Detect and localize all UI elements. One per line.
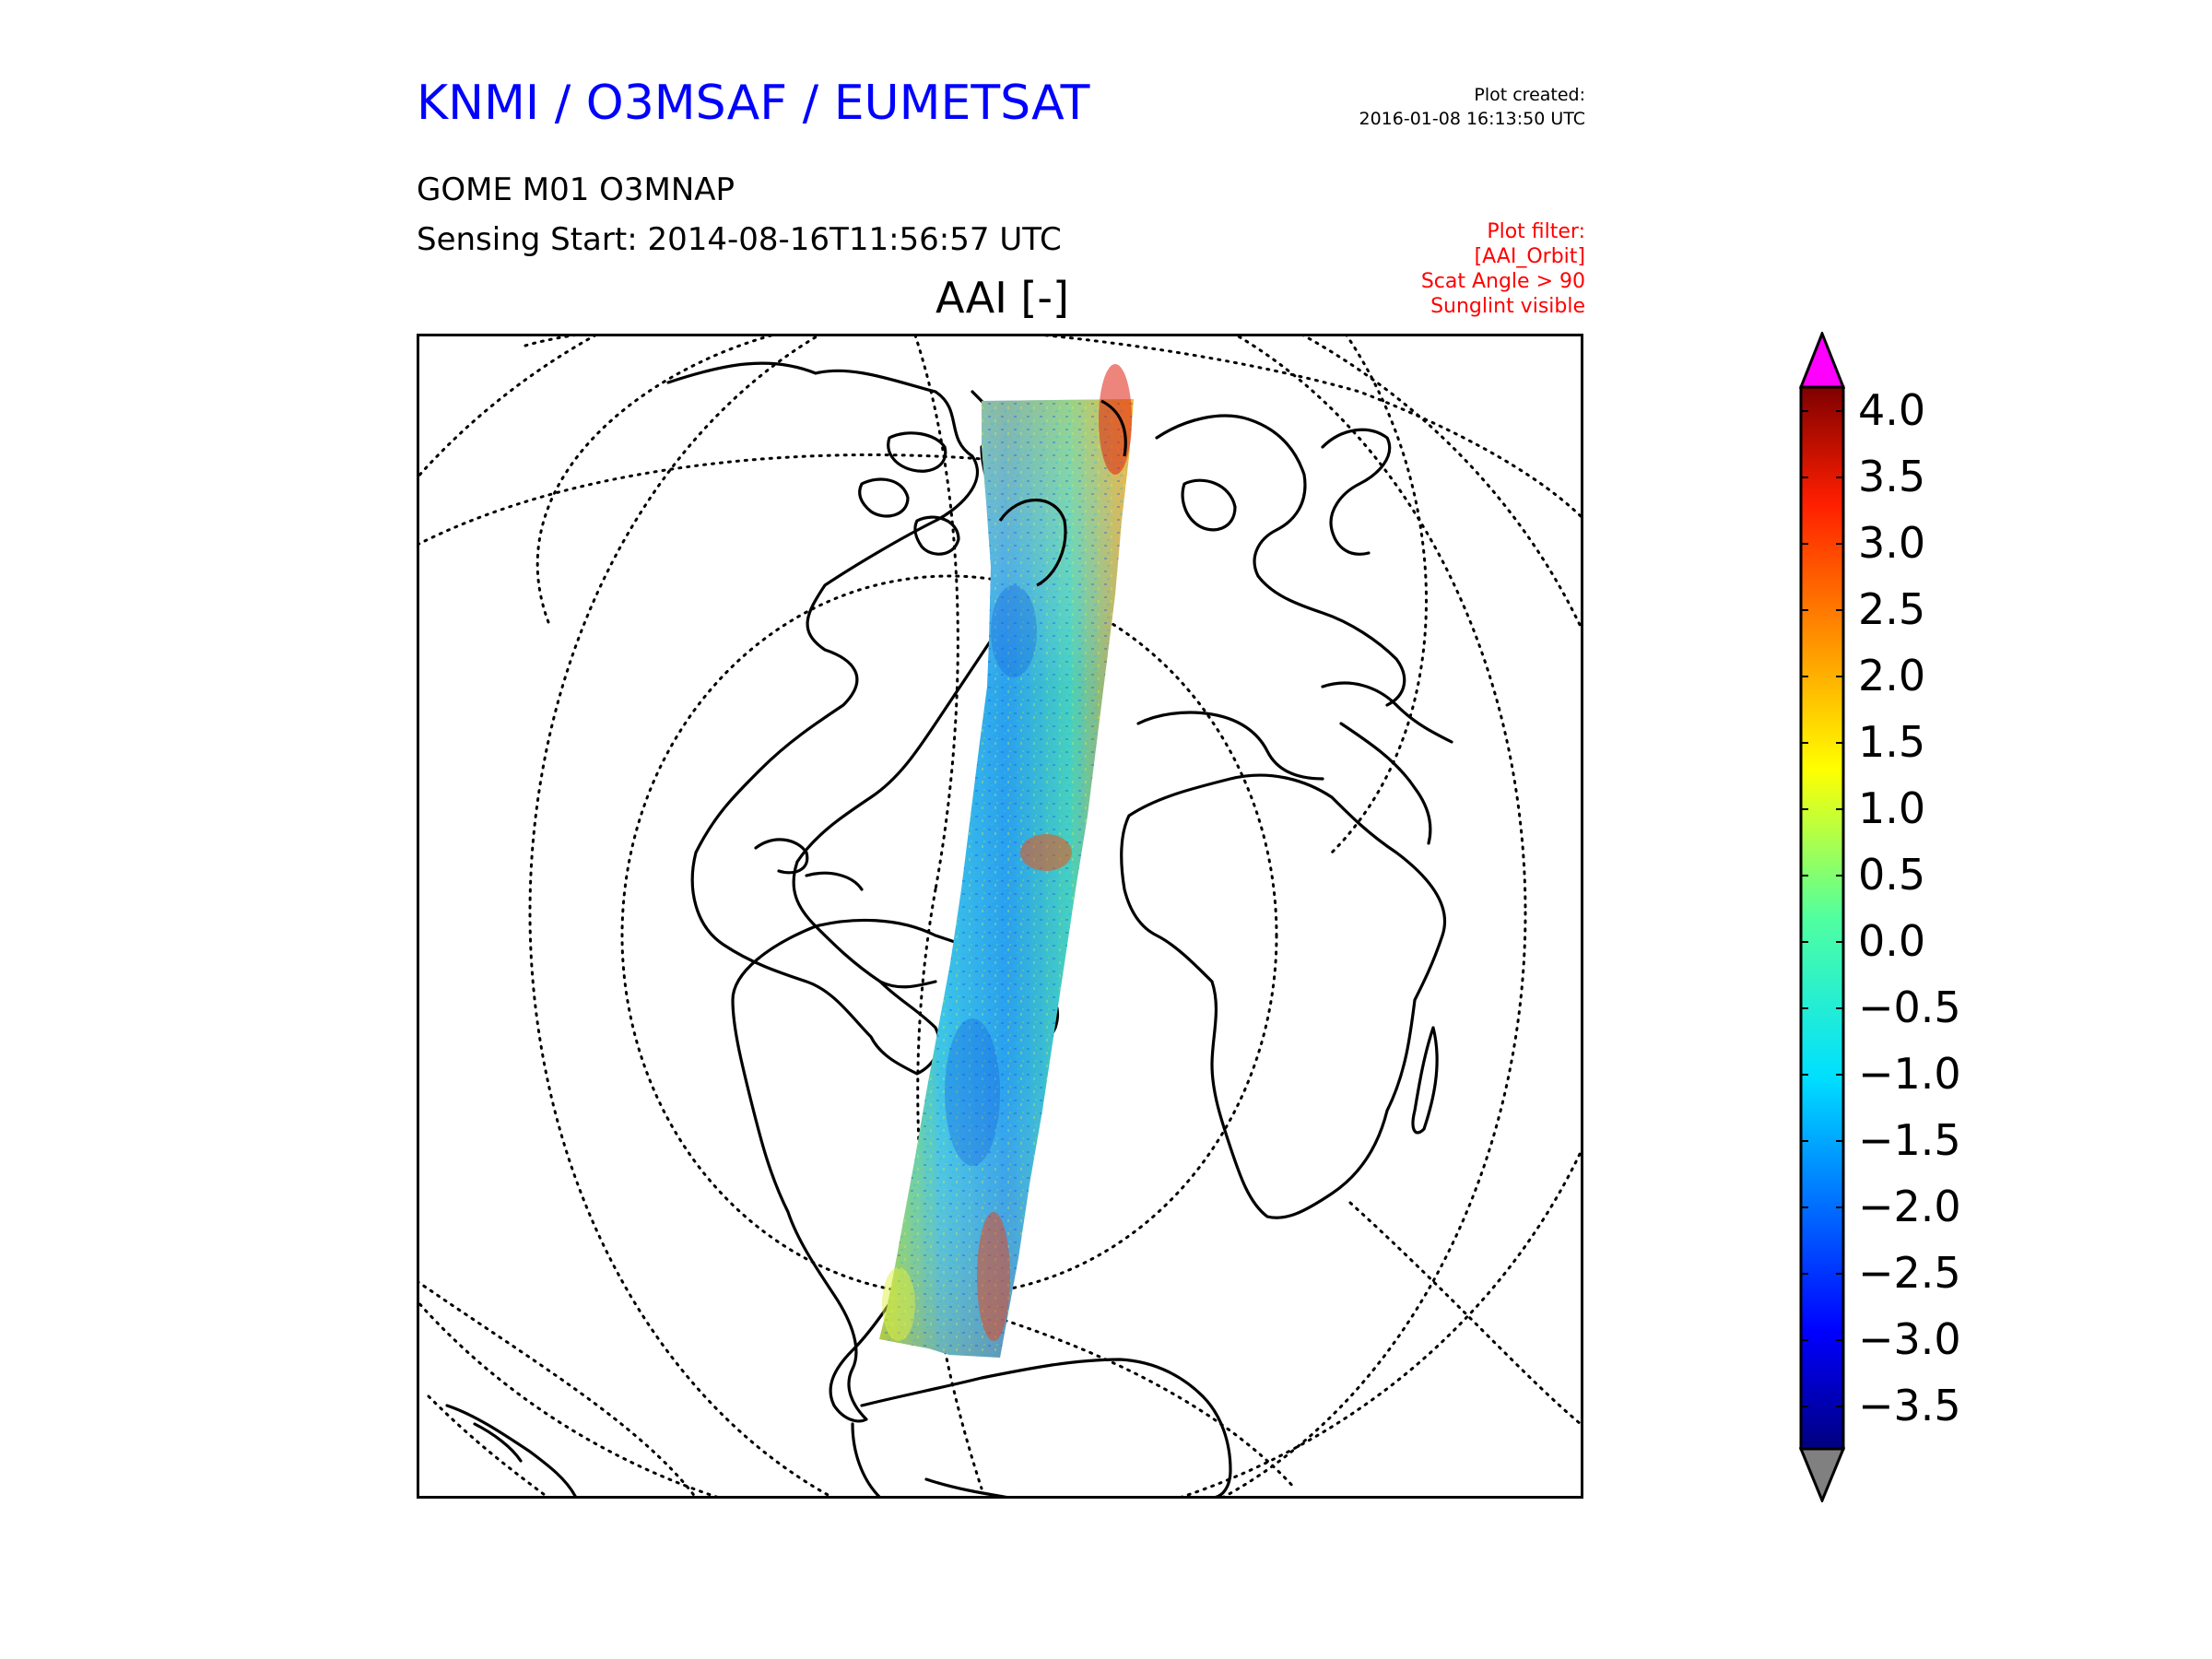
colorbar-over-arrow [1799, 332, 1845, 389]
header-title: KNMI / O3MSAF / EUMETSAT [417, 76, 1090, 131]
colorbar-tick-label: −3.5 [1858, 1381, 1961, 1430]
colorbar-tick-label: 2.0 [1858, 651, 1926, 700]
sensing-start: Sensing Start: 2014-08-16T11:56:57 UTC [417, 221, 1062, 258]
colorbar-tick-label: 2.5 [1858, 584, 1926, 634]
variable-title: AAI [-] [935, 273, 1069, 323]
colorbar-tick-label: 4.0 [1858, 385, 1926, 435]
colorbar-ticks [1801, 410, 1843, 1407]
colorbar-tick-label: 0.0 [1858, 916, 1926, 966]
aai-swath [879, 364, 1134, 1358]
colorbar-tick-label: −2.0 [1858, 1182, 1961, 1231]
plot-filter-line: Sunglint visible [1430, 295, 1585, 318]
colorbar-tick-label: 1.0 [1858, 783, 1926, 833]
plot-filter-line: [AAI_Orbit] [1474, 245, 1585, 268]
colorbar-tick-label: 1.5 [1858, 717, 1926, 767]
plot-created-time: 2016-01-08 16:13:50 UTC [1359, 109, 1586, 129]
plot-created-label: Plot created: [1474, 85, 1585, 105]
colorbar-tick-label: −2.5 [1858, 1248, 1961, 1298]
colorbar-tick-label: −3.0 [1858, 1314, 1961, 1364]
colorbar-tick-label: −1.5 [1858, 1115, 1961, 1165]
plot-created: Plot created: 2016-01-08 16:13:50 UTC [1359, 83, 1586, 131]
product-name: GOME M01 O3MNAP [417, 171, 735, 208]
colorbar-tick-label: −1.0 [1858, 1049, 1961, 1099]
colorbar [1799, 332, 1845, 1502]
map-panel [417, 334, 1583, 1499]
colorbar-under-arrow [1799, 1447, 1845, 1502]
colorbar-tick-label: 0.5 [1858, 850, 1926, 900]
colorbar-tick-label: 3.5 [1858, 452, 1926, 501]
plot-filter-label: Plot filter: [1487, 220, 1585, 243]
colorbar-gradient [1799, 385, 1845, 1451]
plot-filter: Plot filter: [AAI_Orbit] Scat Angle > 90… [1421, 219, 1585, 319]
map-canvas [419, 336, 1581, 1496]
colorbar-tick-label: 3.0 [1858, 518, 1926, 568]
plot-filter-line: Scat Angle > 90 [1420, 270, 1585, 293]
colorbar-tick-label: −0.5 [1858, 982, 1961, 1032]
